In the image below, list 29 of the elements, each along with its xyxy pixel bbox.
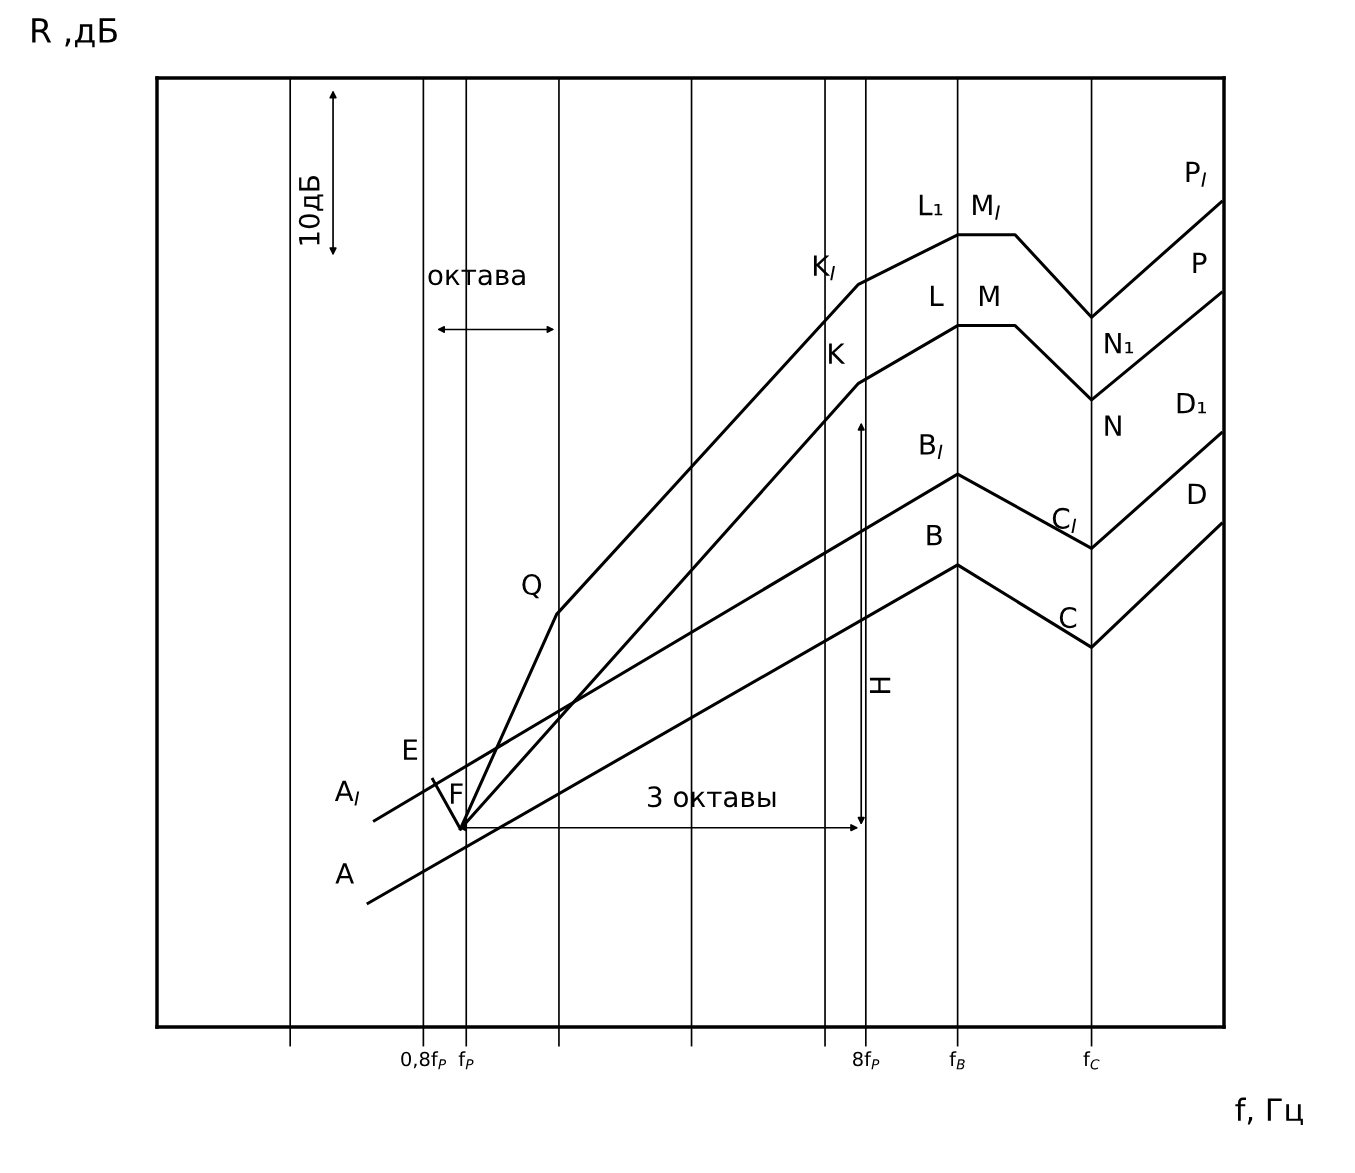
annotation: Q <box>522 574 542 599</box>
annotation: P$_{I}$ <box>1186 161 1207 187</box>
x-tick-label: f$_{B}$ <box>949 1051 965 1070</box>
annotation: L <box>930 285 944 306</box>
annotation: N₁ <box>1105 332 1134 354</box>
annotation: P <box>1193 252 1207 273</box>
annotation: K <box>829 343 846 364</box>
x-tick-label: f$_{C}$ <box>1083 1051 1100 1070</box>
x-tick-label: 0,8f$_{P}$ <box>401 1051 447 1070</box>
annotation: D₁ <box>1177 392 1206 414</box>
annotation: A$_{I}$ <box>334 780 360 806</box>
x-axis-title: f, Гц <box>1235 1097 1303 1126</box>
annotation: C <box>1059 607 1077 629</box>
annotation: M <box>979 285 999 306</box>
annotation: H <box>869 677 891 694</box>
annotation: B$_{I}$ <box>920 434 943 459</box>
y-axis-title: R ,дБ <box>32 18 117 48</box>
annotation: C$_{I}$ <box>1052 507 1077 534</box>
annotation: M$_{I}$ <box>973 194 1000 220</box>
annotation: B <box>927 524 942 546</box>
annotation: N <box>1105 415 1121 436</box>
annotation: A <box>335 863 354 884</box>
x-tick-label: f$_{P}$ <box>458 1051 474 1070</box>
annotation: 10дБ <box>298 176 324 245</box>
annotation: F <box>450 783 463 804</box>
annotation: E <box>404 739 418 760</box>
annotation: L₁ <box>919 194 943 216</box>
annotation: D <box>1188 483 1206 504</box>
x-tick-label: 8f$_{P}$ <box>853 1051 880 1070</box>
